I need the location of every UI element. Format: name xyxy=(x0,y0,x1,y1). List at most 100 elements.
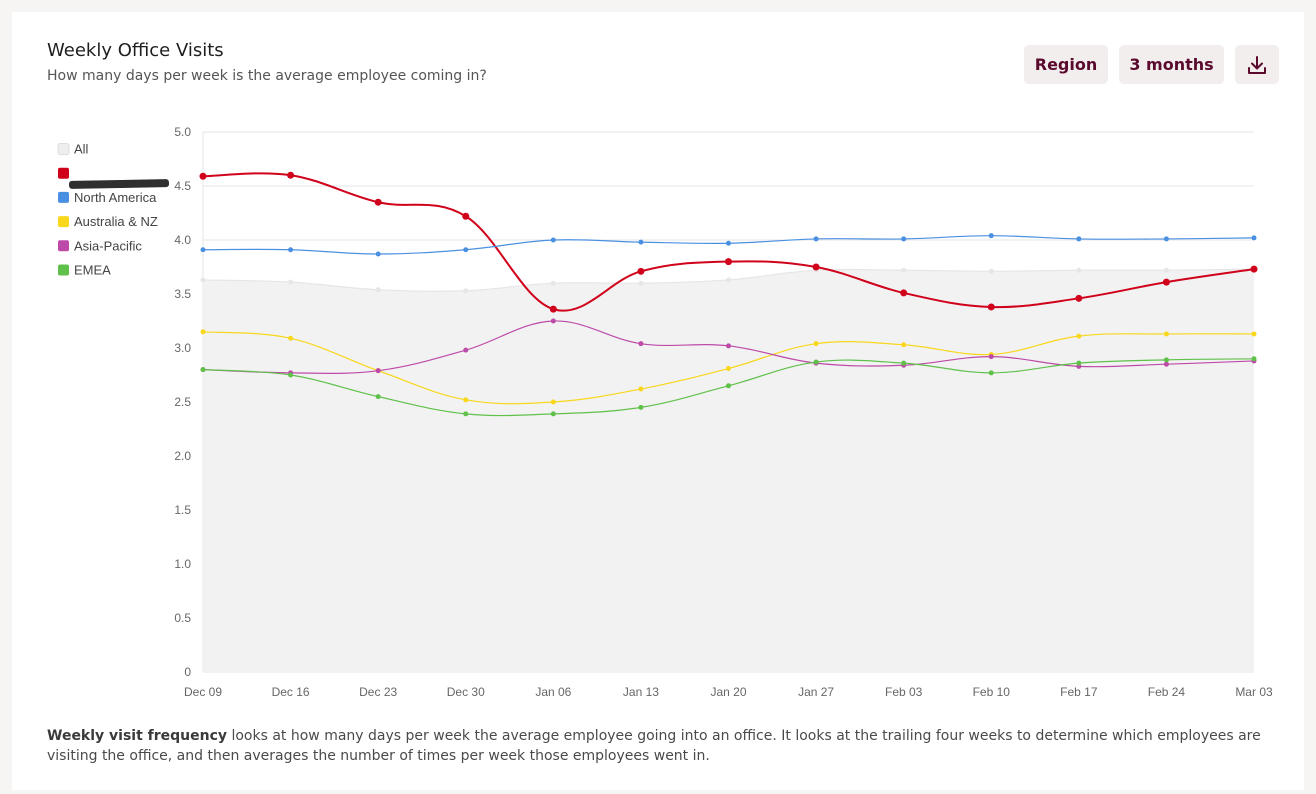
data-point xyxy=(1163,357,1169,363)
data-point xyxy=(200,247,206,253)
data-point xyxy=(726,383,731,389)
data-point xyxy=(549,305,557,313)
chart-card: Weekly Office Visits How many days per w… xyxy=(12,12,1304,790)
data-point xyxy=(1163,236,1169,242)
data-point xyxy=(463,288,469,294)
description-bold: Weekly visit frequency xyxy=(47,728,228,744)
data-point xyxy=(901,267,907,273)
data-point xyxy=(726,343,731,349)
x-tick-label: Feb 03 xyxy=(885,685,923,699)
data-point xyxy=(638,341,644,347)
data-point xyxy=(200,367,206,373)
data-point xyxy=(1076,360,1082,366)
data-point xyxy=(988,233,994,239)
data-point xyxy=(1075,294,1083,302)
legend-label: North America xyxy=(74,190,157,205)
data-point xyxy=(550,399,556,405)
data-point xyxy=(550,280,556,286)
data-point xyxy=(462,212,470,220)
data-point xyxy=(637,267,645,275)
region-button[interactable]: Region xyxy=(1024,45,1108,84)
x-tick-label: Jan 13 xyxy=(623,685,659,699)
data-point xyxy=(463,397,469,403)
data-point xyxy=(813,359,819,365)
data-point xyxy=(988,370,994,376)
data-point xyxy=(1250,265,1258,273)
line-chart: 0 0.5 1.0 1.5 2.0 2.5 3.0 3.5 4.0 4.5 5.0 Dec 09 Dec… xyxy=(57,125,1273,699)
time-range-button[interactable]: 3 months xyxy=(1119,45,1224,84)
y-tick-label: 4.5 xyxy=(174,179,191,193)
data-point xyxy=(375,394,381,400)
data-point xyxy=(200,277,206,283)
x-tick-label: Dec 16 xyxy=(272,685,310,699)
y-tick-label: 1.5 xyxy=(174,503,191,517)
data-point xyxy=(463,347,469,353)
legend-label: EMEA xyxy=(74,263,111,278)
y-tick-label: 3.0 xyxy=(174,341,191,355)
chart-description: Weekly visit frequency looks at how many… xyxy=(47,726,1272,766)
data-point xyxy=(813,236,819,242)
page-title: Weekly Office Visits xyxy=(47,40,224,61)
data-point xyxy=(199,172,207,180)
y-tick-label: 5.0 xyxy=(174,125,191,139)
data-point xyxy=(638,239,644,245)
y-tick-label: 1.0 xyxy=(174,557,191,571)
data-point xyxy=(288,372,294,378)
data-point xyxy=(1076,333,1082,339)
data-point xyxy=(812,263,820,271)
download-icon xyxy=(1248,55,1266,74)
data-point xyxy=(726,277,731,283)
legend-label: All xyxy=(74,142,89,157)
data-point xyxy=(1251,331,1257,337)
y-tick-label: 2.5 xyxy=(174,395,191,409)
data-point xyxy=(1163,267,1169,273)
data-point xyxy=(463,411,469,417)
x-tick-label: Dec 23 xyxy=(359,685,397,699)
y-tick-label: 4.0 xyxy=(174,233,191,247)
description-text: looks at how many days per week the aver… xyxy=(47,728,1261,764)
data-point xyxy=(726,366,731,372)
x-tick-label: Dec 30 xyxy=(447,685,485,699)
data-point xyxy=(988,354,994,360)
data-point xyxy=(725,258,732,266)
data-point xyxy=(375,251,381,257)
legend-label: Australia & NZ xyxy=(74,214,158,229)
x-tick-label: Mar 03 xyxy=(1235,685,1273,699)
data-point xyxy=(463,247,469,253)
y-tick-label: 0.5 xyxy=(174,611,191,625)
data-point xyxy=(1163,361,1169,367)
x-tick-label: Jan 27 xyxy=(798,685,834,699)
data-point xyxy=(550,318,556,324)
data-point xyxy=(1163,331,1169,337)
data-point xyxy=(288,247,294,253)
page-subtitle: How many days per week is the average em… xyxy=(47,68,487,84)
x-tick-label: Feb 24 xyxy=(1148,685,1186,699)
data-point xyxy=(900,289,908,297)
data-point xyxy=(1162,278,1170,286)
y-tick-label: 2.0 xyxy=(174,449,191,463)
data-point xyxy=(726,240,731,246)
data-point xyxy=(987,303,995,311)
series-area-0 xyxy=(203,269,1254,672)
legend-swatch xyxy=(58,191,69,203)
x-tick-label: Feb 17 xyxy=(1060,685,1098,699)
download-button[interactable] xyxy=(1235,45,1279,84)
x-tick-label: Dec 09 xyxy=(184,685,222,699)
legend-label: Asia-Pacific xyxy=(74,238,142,253)
data-point xyxy=(1076,267,1082,273)
data-point xyxy=(638,386,644,392)
legend-swatch xyxy=(58,240,69,252)
x-tick-label: Feb 10 xyxy=(973,685,1011,699)
x-tick-label: Jan 20 xyxy=(710,685,746,699)
data-point xyxy=(288,279,294,285)
data-point xyxy=(375,287,381,293)
data-point xyxy=(901,342,907,348)
data-point xyxy=(550,411,556,417)
data-point xyxy=(1076,236,1082,242)
data-point xyxy=(374,198,382,206)
legend-swatch xyxy=(58,167,69,179)
y-tick-label: 0 xyxy=(184,665,191,679)
data-point xyxy=(288,335,294,341)
data-point xyxy=(1251,356,1257,362)
data-point xyxy=(287,171,295,179)
